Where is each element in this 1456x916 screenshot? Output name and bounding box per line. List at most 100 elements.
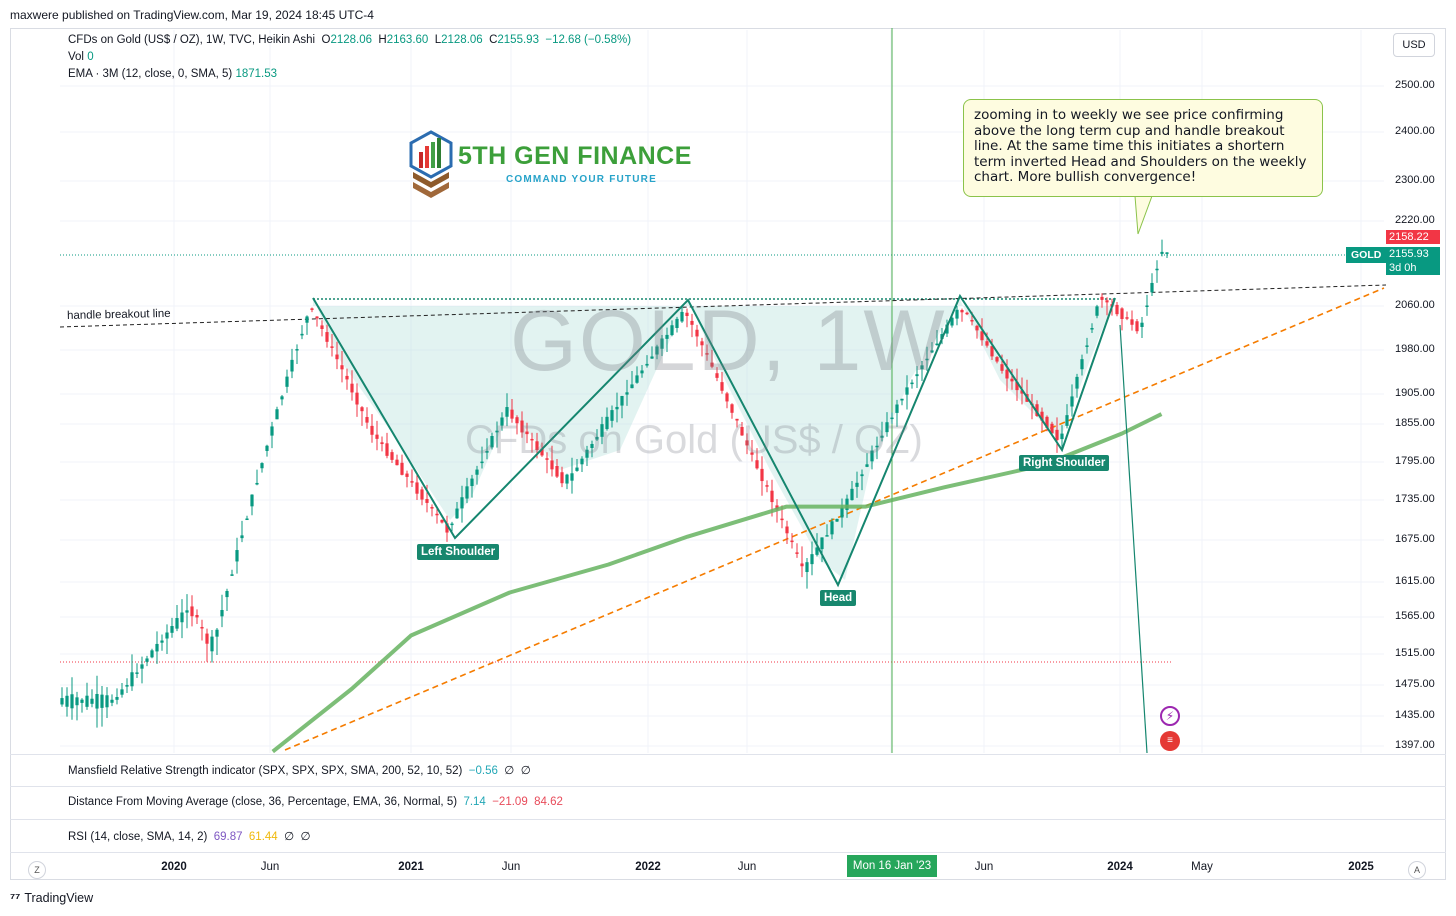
candle-body <box>575 467 579 471</box>
candle-body <box>200 626 204 629</box>
candle-body <box>815 547 819 555</box>
candle-body <box>225 590 229 598</box>
symbol-name: CFDs on Gold (US$ / OZ), 1W, TVC, Heikin… <box>68 34 316 46</box>
candle-body <box>900 398 904 401</box>
symbol-legend[interactable]: CFDs on Gold (US$ / OZ), 1W, TVC, Heikin… <box>68 34 631 46</box>
candle-body <box>985 341 989 346</box>
candle-body <box>230 574 234 576</box>
candle-body <box>260 463 264 469</box>
candle-body <box>535 441 539 451</box>
candle-body <box>525 431 529 435</box>
candle-body <box>90 698 94 704</box>
candle-body <box>105 695 109 708</box>
candle-body <box>925 358 929 361</box>
candle-body <box>145 658 149 662</box>
annotation-callout[interactable]: zooming in to weekly we see price confir… <box>963 99 1323 197</box>
x-tick-label: 2025 <box>1348 861 1374 873</box>
candle-body <box>1050 423 1054 434</box>
x-tick-label: Jun <box>737 861 757 873</box>
candle-body <box>285 376 289 387</box>
cup-area <box>313 298 1115 580</box>
candle-body <box>780 518 784 521</box>
y-tick-label: 1435.00 <box>1395 709 1435 721</box>
candle-body <box>730 404 734 413</box>
high-value: 2163.60 <box>386 34 429 46</box>
candle-body <box>475 469 479 475</box>
pane-separator[interactable] <box>10 852 1446 853</box>
candle-body <box>70 694 74 709</box>
candle-body <box>1080 359 1084 370</box>
rsi-value-4: ∅ <box>300 831 311 843</box>
candle-body <box>605 416 609 430</box>
projection-line <box>1119 324 1148 754</box>
rsi-legend[interactable]: RSI (14, close, SMA, 14, 2) 69.87 61.44 … <box>68 829 311 843</box>
mansfield-value: −0.56 <box>468 765 498 777</box>
left-shoulder-label[interactable]: Left Shoulder <box>417 544 500 560</box>
auto-scale-button[interactable]: A <box>1408 861 1426 879</box>
candle-body <box>545 458 549 460</box>
right-shoulder-label[interactable]: Right Shoulder <box>1019 455 1110 471</box>
candle-body <box>960 310 964 313</box>
candle-body <box>585 449 589 458</box>
x-tick-label: May <box>1191 861 1213 873</box>
candle-body <box>1105 300 1109 303</box>
currency-button[interactable]: USD <box>1393 33 1435 57</box>
candle-body <box>700 341 704 346</box>
y-tick-label: 2300.00 <box>1395 174 1435 186</box>
ema-value: 1871.53 <box>235 68 278 80</box>
candle-body <box>1120 308 1124 320</box>
candle-body <box>785 526 789 534</box>
zoom-button[interactable]: Z <box>28 861 46 879</box>
pane-separator[interactable] <box>10 786 1446 787</box>
candle-body <box>965 312 969 315</box>
head-label[interactable]: Head <box>820 590 857 606</box>
us-flag-icon[interactable]: ≡ <box>1160 731 1180 751</box>
pane-separator[interactable] <box>10 754 1446 755</box>
candle-body <box>510 409 514 419</box>
candle-body <box>1145 305 1149 307</box>
candle-body <box>790 540 794 543</box>
candle-body <box>835 518 839 522</box>
candle-body <box>330 346 334 348</box>
candle-body <box>280 396 284 400</box>
head-shoulders-pattern <box>312 293 1116 588</box>
candle-body <box>770 490 774 503</box>
countdown-tag: 3d 0h <box>1386 261 1440 275</box>
candle-body <box>385 443 389 456</box>
mansfield-legend[interactable]: Mansfield Relative Strength indicator (S… <box>68 763 531 777</box>
candle-body <box>555 466 559 477</box>
candle-body <box>1125 317 1129 319</box>
candle-body <box>255 482 259 485</box>
candle-body <box>670 325 674 336</box>
tradingview-logo[interactable]: ⁷⁷ TradingView <box>10 891 93 905</box>
candle-body <box>85 695 89 707</box>
handle-breakout-label[interactable]: handle breakout line <box>66 307 171 322</box>
candle-body <box>1005 369 1009 379</box>
ema-legend[interactable]: EMA · 3M (12, close, 0, SMA, 5) 1871.53 <box>68 68 277 80</box>
dfma-legend[interactable]: Distance From Moving Average (close, 36,… <box>68 796 563 808</box>
candle-body <box>340 365 344 370</box>
candle-body <box>715 373 719 378</box>
brand-tagline: COMMAND YOUR FUTURE <box>506 174 657 185</box>
candle-body <box>840 507 844 518</box>
candle-body <box>505 407 509 417</box>
candle-body <box>580 458 584 465</box>
candle-body <box>295 349 299 351</box>
candle-body <box>435 513 439 516</box>
candle-body <box>810 554 814 565</box>
candle-body <box>1055 429 1059 441</box>
candle-body <box>660 338 664 349</box>
candle-body <box>550 460 554 470</box>
change-value: −12.68 (−0.58%) <box>545 34 632 46</box>
pane-separator[interactable] <box>10 819 1446 820</box>
lightning-icon[interactable]: ⚡ <box>1160 706 1180 726</box>
candle-body <box>400 462 404 475</box>
candle-body <box>365 417 369 423</box>
candle-body <box>455 508 459 519</box>
y-tick-label: 1475.00 <box>1395 678 1435 690</box>
candle-body <box>955 309 959 319</box>
candle-body <box>190 606 194 617</box>
volume-legend[interactable]: Vol 0 <box>68 51 94 63</box>
candle-body <box>680 311 684 322</box>
